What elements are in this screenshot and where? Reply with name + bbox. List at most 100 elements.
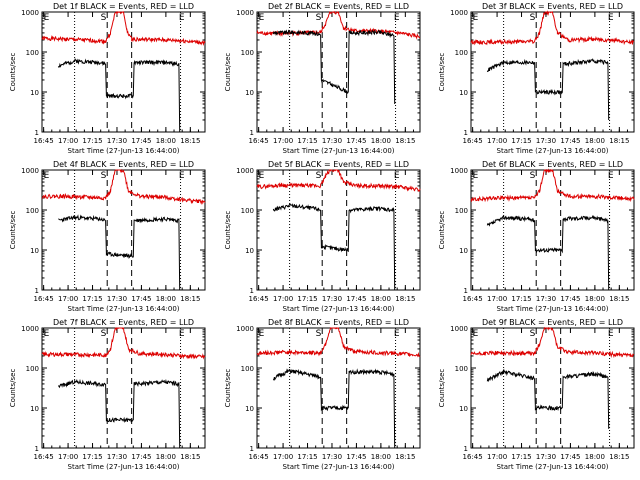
x-axis-label: Start Time (27-Jun-13 16:44:00) [497,147,609,155]
x-tick-label: 17:00 [487,295,507,303]
x-tick-label: 18:00 [156,295,176,303]
y-axis-label: Counts/sec [224,211,232,250]
x-tick-label: 17:15 [511,453,531,461]
y-tick-label: 100 [455,207,468,215]
marker-label: S [530,171,536,181]
marker-label: E [608,171,614,181]
x-tick-label: 18:15 [395,295,415,303]
marker-label: S [530,329,536,339]
y-axis-label: Counts/sec [224,53,232,92]
x-tick-label: 17:45 [131,295,151,303]
x-tick-label: 17:30 [107,137,127,145]
x-tick-label: 16:45 [249,295,269,303]
y-tick-label: 1000 [21,167,39,175]
x-tick-label: 17:30 [536,295,556,303]
series-lld [41,11,206,47]
x-tick-label: 17:30 [536,137,556,145]
x-tick-label: 17:15 [82,137,102,145]
panel-det-4: Det 4f BLACK = Events, RED = LLD 1 10 100 10… [9,160,206,313]
y-tick-label: 1000 [21,325,39,333]
series-events [486,58,610,121]
x-tick-label: 18:15 [180,295,200,303]
y-tick-label: 1000 [450,9,468,17]
x-tick-label: 16:45 [34,295,54,303]
x-axis-label: Start Time (27-Jun-13 16:44:00) [68,305,180,313]
panel-title: Det 9f BLACK = Events, RED = LLD [482,318,623,327]
y-tick-label: 1000 [236,325,254,333]
x-tick-label: 17:45 [346,453,366,461]
panel-det-6: Det 6f BLACK = Events, RED = LLD 1 10 100 10… [438,160,635,313]
y-tick-label: 1000 [450,325,468,333]
x-tick-label: 18:15 [609,453,629,461]
x-tick-label: 17:30 [322,137,342,145]
x-tick-label: 17:30 [536,453,556,461]
marker-label: E [608,329,614,339]
series-events [57,57,181,133]
marker-label: S [530,13,536,23]
x-axis-label: Start Time (27-Jun-13 16:44:00) [497,305,609,313]
marker-label: E [608,13,614,23]
x-tick-label: 17:00 [58,295,78,303]
y-tick-label: 1 [464,287,468,295]
y-tick-label: 1000 [236,9,254,17]
series-events [272,368,396,449]
marker-label: E [394,171,400,181]
plot-frame [470,327,635,449]
x-tick-label: 18:00 [156,137,176,145]
x-axis-label: Start Time (27-Jun-13 16:44:00) [68,463,180,471]
y-tick-label: 1 [250,445,254,453]
y-tick-label: 10 [30,247,39,255]
x-tick-label: 18:00 [371,295,391,303]
marker-label: S [316,171,322,181]
x-tick-label: 17:15 [82,295,102,303]
x-tick-label: 16:45 [34,137,54,145]
panel-det-3: Det 3f BLACK = Events, RED = LLD 1 10 100 10… [438,2,635,155]
series-lld [470,168,635,203]
series-events [57,378,181,449]
x-axis-label: Start Time (27-Jun-13 16:44:00) [68,147,180,155]
x-tick-label: 16:45 [463,453,483,461]
y-tick-label: 10 [30,89,39,97]
series-lld [470,10,635,46]
y-tick-label: 1000 [21,9,39,17]
x-tick-label: 16:45 [463,137,483,145]
x-tick-label: 18:00 [585,453,605,461]
y-axis-label: Counts/sec [438,369,446,408]
series-events [486,214,610,291]
y-tick-label: 1 [250,287,254,295]
y-tick-label: 100 [241,49,254,57]
series-lld [41,327,206,360]
marker-label: E [473,171,479,181]
y-tick-label: 100 [26,49,39,57]
y-tick-label: 10 [245,405,254,413]
marker-label: E [44,329,50,339]
y-tick-label: 1 [464,445,468,453]
x-tick-label: 18:00 [371,137,391,145]
y-tick-label: 1000 [236,167,254,175]
panel-title: Det 6f BLACK = Events, RED = LLD [482,160,623,169]
series-events [272,28,396,105]
y-tick-label: 100 [241,365,254,373]
x-tick-label: 17:45 [131,453,151,461]
y-tick-label: 1 [35,287,39,295]
y-tick-label: 100 [26,207,39,215]
x-tick-label: 16:45 [249,453,269,461]
x-tick-label: 18:00 [156,453,176,461]
x-axis-label: Start Time (27-Jun-13 16:44:00) [497,463,609,471]
panel-det-9: Det 9f BLACK = Events, RED = LLD 1 10 100 10… [438,318,635,471]
y-tick-label: 1000 [450,167,468,175]
x-tick-label: 17:15 [82,453,102,461]
x-tick-label: 17:45 [131,137,151,145]
marker-label: E [473,13,479,23]
series-lld [41,168,206,205]
marker-label: S [316,329,322,339]
x-tick-label: 17:30 [107,295,127,303]
y-axis-label: Counts/sec [9,211,17,250]
marker-label: E [179,171,185,181]
series-events [272,203,396,291]
y-tick-label: 10 [245,247,254,255]
y-axis-label: Counts/sec [224,369,232,408]
x-tick-label: 17:00 [273,295,293,303]
y-tick-label: 1 [35,445,39,453]
panel-title: Det 4f BLACK = Events, RED = LLD [53,160,194,169]
